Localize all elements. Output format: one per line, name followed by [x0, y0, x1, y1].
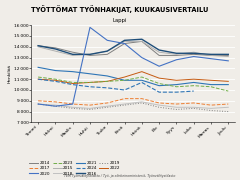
Text: TEM Työnvälitystilasto / Työ- ja elinkeinoministeriö, Työnvälitystilasto: TEM Työnvälitystilasto / Työ- ja elinkei… [64, 174, 176, 178]
Y-axis label: Henkilöä: Henkilöä [8, 64, 12, 83]
Legend: 2014, 2017, 2020, 2023, 2015, 2018, 2021, 2024, 2016, 2019, 2022, : 2014, 2017, 2020, 2023, 2015, 2018, 2021… [29, 161, 120, 176]
Text: Lappi: Lappi [113, 18, 127, 23]
Text: TYÖTTÖMAT TYÖNHAKIJAT, KUUKAUSIVERTAILU: TYÖTTÖMAT TYÖNHAKIJAT, KUUKAUSIVERTAILU [31, 5, 209, 13]
